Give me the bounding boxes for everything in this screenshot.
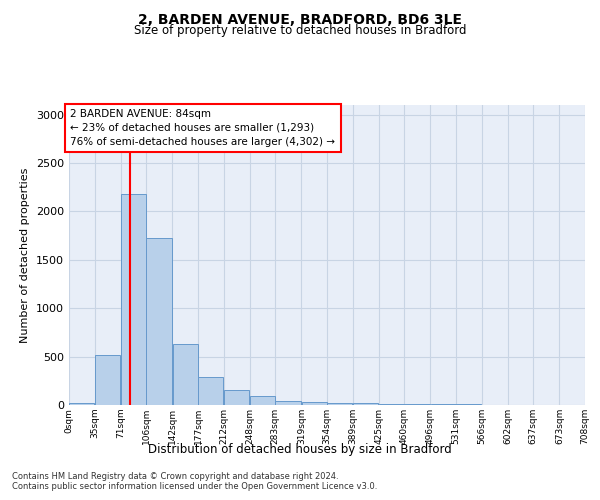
Bar xyxy=(121,194,146,405)
Bar xyxy=(353,403,378,405)
Bar xyxy=(69,402,94,405)
Bar xyxy=(224,390,249,405)
Bar xyxy=(275,400,301,405)
Text: Distribution of detached houses by size in Bradford: Distribution of detached houses by size … xyxy=(148,442,452,456)
Bar xyxy=(431,404,456,405)
Bar xyxy=(379,404,404,405)
Text: Contains HM Land Registry data © Crown copyright and database right 2024.: Contains HM Land Registry data © Crown c… xyxy=(12,472,338,481)
Bar xyxy=(173,344,198,405)
Bar xyxy=(404,404,430,405)
Bar xyxy=(95,354,120,405)
Bar xyxy=(327,402,352,405)
Bar xyxy=(250,396,275,405)
Text: 2, BARDEN AVENUE, BRADFORD, BD6 3LE: 2, BARDEN AVENUE, BRADFORD, BD6 3LE xyxy=(138,12,462,26)
Bar xyxy=(456,404,481,405)
Text: 2 BARDEN AVENUE: 84sqm
← 23% of detached houses are smaller (1,293)
76% of semi-: 2 BARDEN AVENUE: 84sqm ← 23% of detached… xyxy=(70,109,335,147)
Text: Contains public sector information licensed under the Open Government Licence v3: Contains public sector information licen… xyxy=(12,482,377,491)
Bar xyxy=(146,238,172,405)
Bar xyxy=(198,377,223,405)
Bar xyxy=(302,402,327,405)
Text: Size of property relative to detached houses in Bradford: Size of property relative to detached ho… xyxy=(134,24,466,37)
Y-axis label: Number of detached properties: Number of detached properties xyxy=(20,168,31,342)
